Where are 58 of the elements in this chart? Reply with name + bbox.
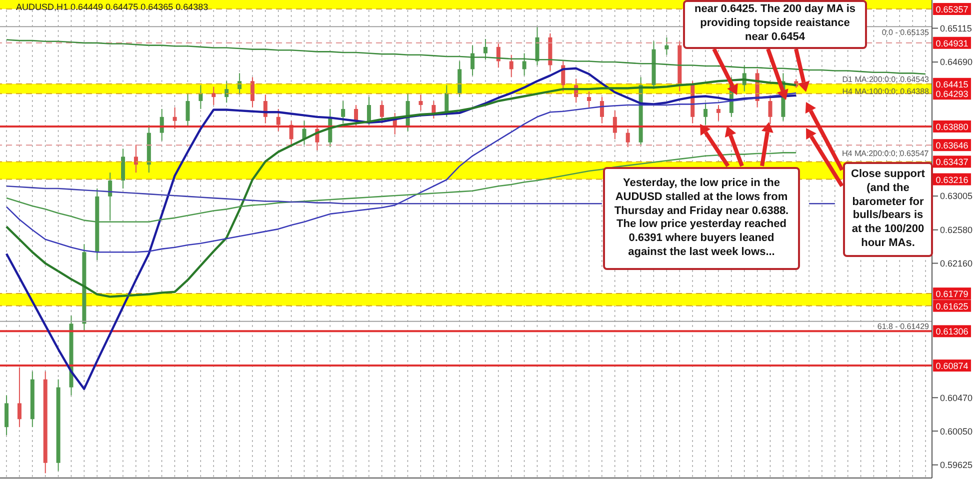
candlestick [4,394,9,436]
candlestick [458,60,462,98]
candlestick [626,128,630,148]
line-series [6,39,926,75]
candlestick [341,100,346,124]
candlestick [483,38,488,60]
candlestick [600,96,604,124]
candlestick [134,144,138,174]
candlestick [250,76,254,108]
candlestick [664,36,669,56]
y-tick-label: 0.60470 [940,392,973,403]
candlestick [172,106,177,130]
ref-line-label: 0.63880 [936,122,968,132]
candlestick [522,52,526,76]
candlestick [496,43,500,68]
annotation: near 0.6425. The 200 day MA is providing topside reaistance near 0.6454 [683,0,867,50]
y-tick-label: 0.62580 [940,225,973,236]
y-tick-label: 0.60050 [940,426,973,436]
candlestick [704,102,708,126]
annotation: 61.8 - 0.61429 [877,322,929,332]
ref-line-label: 0.64293 [936,89,968,100]
ref-line-label: 0.61306 [936,326,968,337]
candlestick [198,84,203,110]
candlestick [432,100,436,120]
candlestick [587,90,592,108]
y-tick-label: 0.59625 [940,460,973,470]
y-tick-label: 0.64690 [940,57,973,68]
ref-line-label: 0.61779 [936,289,968,300]
annotation: D1 MA:200:0:0; 0.64543 [842,74,929,84]
ref-line-label: 0.63437 [936,157,968,168]
ref-line-label: 0.63646 [936,140,968,151]
candlestick [212,86,216,106]
ref-line-label: 0.60874 [936,361,968,372]
chart-title: AUDUSD,H1 0.64449 0.64475 0.64365 0.64383 [16,2,208,12]
ref-line-label: 0.63216 [936,174,968,185]
candlestick [716,104,720,122]
ref-line-label: 0.64931 [936,38,968,48]
annotation: Close support (and the barometer for bulls/bears is at the 100/200 hour MAs. [843,162,933,256]
ref-line-label: 0.64415 [936,79,968,90]
y-tick-label: 0.63005 [940,191,973,202]
candlestick [121,148,126,189]
candlestick [768,96,772,125]
annotation: 0.0 - 0.65135 [882,28,929,37]
ref-line-label: 0.61625 [936,301,968,312]
candlestick [186,92,190,127]
y-tick-label: 0.65115 [940,23,972,34]
candlestick [366,96,371,126]
candlestick [17,366,22,428]
candlestick [224,80,229,104]
candlestick [418,94,423,112]
y-tick-label: 0.62160 [940,258,973,268]
candlestick [380,100,384,124]
annotation: Yesterday, the low price in the AUDUSD stalled at the lows from Thursday and Friday near 0.6388. The low price yesterday reached 0.6391 where buyers leaned against the last week lows... [603,167,800,270]
candlestick [276,108,280,132]
annotation: H4 MA:200:0:0; 0.63547 [842,149,929,158]
ref-line-label: 0.65357 [936,4,968,14]
candlestick [509,54,514,78]
annotation: H4 MA:100:0:0; 0.64388 [842,87,929,96]
